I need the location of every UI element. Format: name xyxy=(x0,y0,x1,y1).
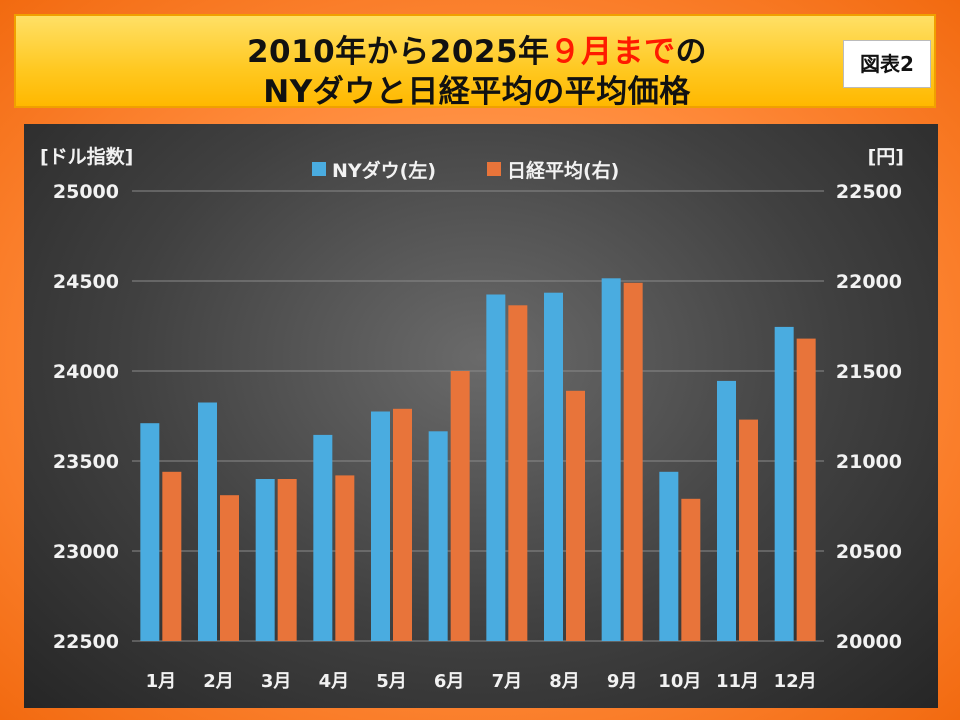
title-banner: 2010年から2025年９月までの NYダウと日経平均の平均価格 xyxy=(14,14,936,108)
y-right-axis-label: [円] xyxy=(868,146,904,168)
ny-dow-bar xyxy=(775,327,794,641)
y-right-tick-label: 22000 xyxy=(836,271,902,293)
ny-dow-bar xyxy=(429,431,448,641)
legend-label-ny-dow: NYダウ(左) xyxy=(332,159,436,182)
ny-dow-bar xyxy=(659,472,678,641)
nikkei-bar xyxy=(162,472,181,641)
title-text-part-2: の xyxy=(676,34,708,70)
nikkei-bar xyxy=(451,371,470,641)
y-right-tick-label: 22500 xyxy=(836,181,902,203)
ny-dow-bar xyxy=(486,295,505,642)
figure-number-badge: 図表2 xyxy=(843,40,931,88)
legend-label-nikkei: 日経平均(右) xyxy=(507,159,619,182)
ny-dow-bar xyxy=(313,435,332,641)
bar-chart: 22500 20000 23000 20500 23500 21000 24000 21500… xyxy=(24,124,938,708)
nikkei-bar xyxy=(566,391,585,641)
chart-panel: 22500 20000 23000 20500 23500 21000 24000 21500… xyxy=(24,124,938,708)
x-tick-label: 12月 xyxy=(774,671,817,692)
nikkei-bar xyxy=(508,305,527,641)
ny-dow-bar xyxy=(140,423,159,641)
y-left-tick-label: 24000 xyxy=(53,361,119,383)
y-right-tick-label: 20500 xyxy=(836,541,902,563)
legend-swatch-nikkei xyxy=(487,162,501,176)
y-left-axis-label: [ドル指数] xyxy=(40,145,133,168)
y-left-tick-label: 25000 xyxy=(53,181,119,203)
ny-dow-bar xyxy=(602,278,621,641)
ny-dow-bar xyxy=(371,412,390,642)
x-tick-label: 1月 xyxy=(146,671,177,692)
nikkei-bar xyxy=(220,495,239,641)
nikkei-bar xyxy=(739,420,758,641)
x-tick-label: 9月 xyxy=(607,671,638,692)
y-right-tick-label: 20000 xyxy=(836,631,902,653)
nikkei-bar xyxy=(681,499,700,641)
y-left-tick-label: 24500 xyxy=(53,271,119,293)
x-tick-label: 11月 xyxy=(716,671,759,692)
x-tick-label: 5月 xyxy=(376,671,407,692)
x-tick-label: 3月 xyxy=(261,671,292,692)
legend-swatch-ny-dow xyxy=(312,162,326,176)
chart-title-line-1: 2010年から2025年９月までの xyxy=(16,26,938,71)
y-right-tick-label: 21000 xyxy=(836,451,902,473)
ny-dow-bar xyxy=(544,293,563,641)
nikkei-bar xyxy=(797,339,816,641)
x-tick-label: 8月 xyxy=(549,671,580,692)
x-tick-label: 4月 xyxy=(319,671,350,692)
y-right-tick-label: 21500 xyxy=(836,361,902,383)
title-highlight-text: ９月まで xyxy=(550,34,676,70)
x-tick-label: 2月 xyxy=(203,671,234,692)
ny-dow-bar xyxy=(256,479,275,641)
x-tick-label: 7月 xyxy=(492,671,523,692)
y-left-tick-label: 23000 xyxy=(53,541,119,563)
nikkei-bar xyxy=(393,409,412,641)
ny-dow-bar xyxy=(198,403,217,642)
nikkei-bar xyxy=(624,283,643,641)
x-tick-label: 6月 xyxy=(434,671,465,692)
y-left-tick-label: 23500 xyxy=(53,451,119,473)
chart-title-line-2: NYダウと日経平均の平均価格 xyxy=(16,66,938,111)
y-left-tick-label: 22500 xyxy=(53,631,119,653)
ny-dow-bar xyxy=(717,381,736,641)
bars xyxy=(140,278,815,641)
x-tick-label: 10月 xyxy=(658,671,701,692)
nikkei-bar xyxy=(335,475,354,641)
title-text-part-1: 2010年から2025年 xyxy=(247,34,550,70)
nikkei-bar xyxy=(278,479,297,641)
